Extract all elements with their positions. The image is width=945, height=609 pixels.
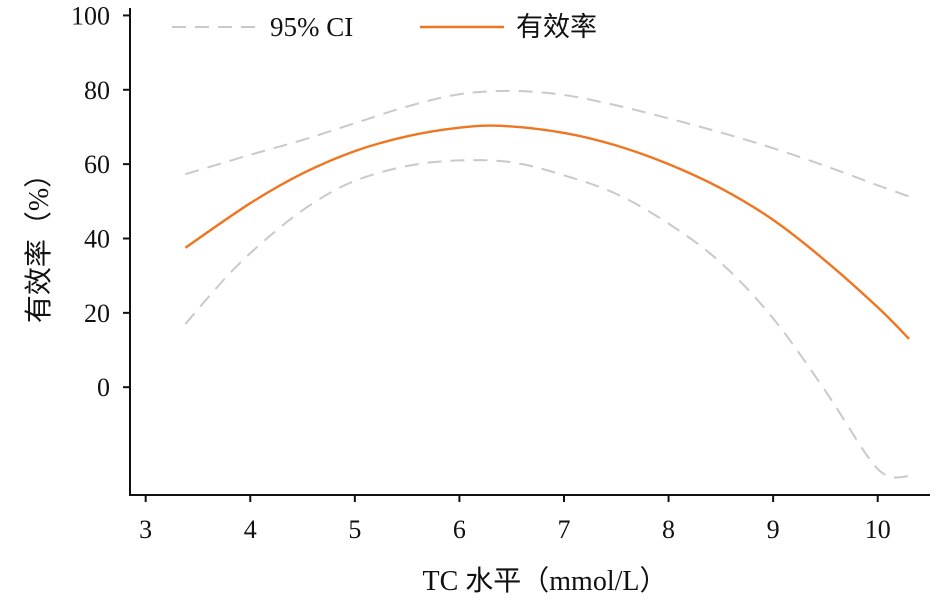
ci-bound-line	[185, 89, 910, 198]
y-tick-label: 60	[84, 150, 110, 179]
y-tick-label: 0	[97, 373, 110, 402]
y-tick-label: 20	[84, 299, 110, 328]
x-tick-label: 8	[662, 515, 675, 544]
x-tick-label: 5	[348, 515, 361, 544]
y-tick-label: 40	[84, 224, 110, 253]
x-tick-label: 10	[865, 515, 891, 544]
x-tick-label: 6	[453, 515, 466, 544]
x-axis-title: TC 水平（mmol/L）	[422, 565, 667, 597]
y-tick-label: 80	[84, 76, 110, 105]
y-axis-title: 有效率（%）	[23, 160, 55, 323]
legend-efficacy-label: 有效率	[516, 12, 597, 42]
series-layer	[184, 89, 910, 479]
y-tick-label: 100	[71, 1, 110, 30]
x-tick-label: 7	[557, 515, 570, 544]
axes: 3 4 5 6 7 8 9 10 100 80 60 40 20 0	[71, 1, 930, 544]
efficacy-line	[184, 124, 910, 340]
legend: 95% CI 有效率	[172, 12, 597, 42]
ci-bound-line	[184, 159, 910, 479]
x-tick-label: 9	[767, 515, 780, 544]
legend-ci-label: 95% CI	[270, 12, 353, 42]
x-tick-label: 4	[244, 515, 257, 544]
x-tick-label: 3	[139, 515, 152, 544]
